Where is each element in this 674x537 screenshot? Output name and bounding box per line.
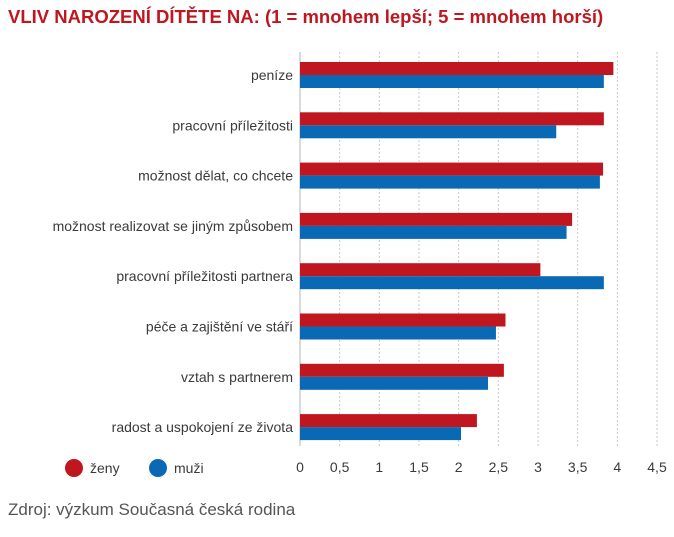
legend-swatch	[149, 459, 167, 477]
legend-label: muži	[174, 460, 204, 476]
legend-swatch	[65, 459, 83, 477]
x-tick-label: 4,5	[647, 459, 667, 475]
bar-zeny	[300, 162, 604, 176]
bar-muzi	[300, 376, 489, 390]
bar-zeny	[300, 313, 506, 327]
legend-label: ženy	[90, 460, 120, 476]
category-label: pracovní příležitosti partnera	[116, 268, 293, 284]
category-label: vztah s partnerem	[181, 369, 293, 385]
bar-zeny	[300, 263, 541, 277]
bar-zeny	[300, 112, 604, 126]
x-tick-label: 4	[613, 459, 621, 475]
bar-zeny	[300, 62, 614, 75]
category-label: peníze	[251, 67, 293, 83]
bars	[300, 62, 614, 441]
category-labels: peníze pracovní příležitosti možnost dělat…	[53, 67, 294, 435]
bar-zeny	[300, 414, 477, 428]
x-tick-label: 2	[455, 459, 463, 475]
chart-title: VLIV NAROZENÍ DÍTĚTE NA: (1 = mnohem lep…	[8, 6, 604, 27]
x-tick-label: 3,5	[568, 459, 588, 475]
category-label: možnost realizovat se jiným způsobem	[53, 218, 293, 234]
x-tick-label: 0	[296, 459, 304, 475]
source-note: Zdroj: výzkum Současná česká rodina	[8, 500, 296, 519]
category-label: radost a uspokojení ze života	[112, 419, 294, 435]
legend: ženy muži	[65, 459, 204, 477]
bar-muzi	[300, 75, 604, 88]
x-tick-label: 3	[534, 459, 542, 475]
x-tick-labels: 0 0,5 1 1,5 2 2,5 3 3,5 4 4,5	[296, 459, 667, 475]
x-tick-label: 0,5	[330, 459, 350, 475]
x-tick-label: 1,5	[409, 459, 429, 475]
bar-muzi	[300, 276, 604, 290]
category-label: pracovní příležitosti	[172, 117, 293, 133]
bar-zeny	[300, 212, 573, 226]
bar-muzi	[300, 225, 567, 239]
bar-muzi	[300, 175, 600, 189]
x-tick-label: 1	[375, 459, 383, 475]
x-tick-label: 2,5	[489, 459, 509, 475]
category-label: péče a zajištění ve stáří	[146, 319, 293, 335]
bar-muzi	[300, 427, 462, 441]
bar-muzi	[300, 326, 496, 340]
category-label: možnost dělat, co chcete	[138, 168, 293, 184]
bar-muzi	[300, 125, 557, 139]
bar-zeny	[300, 363, 504, 377]
